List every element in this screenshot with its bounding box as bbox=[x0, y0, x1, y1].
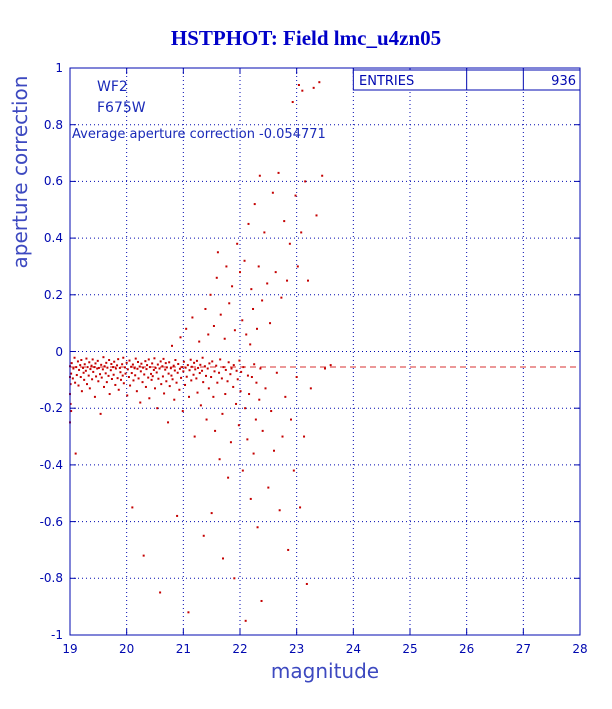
page-title: HSTPHOT: Field lmc_u4zn05 bbox=[170, 26, 442, 50]
